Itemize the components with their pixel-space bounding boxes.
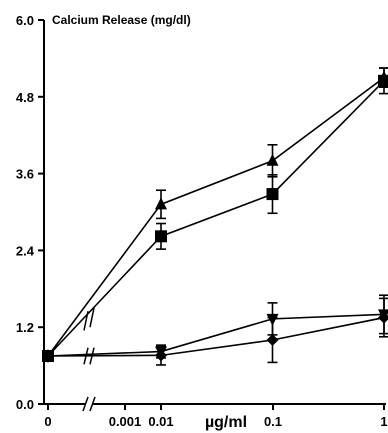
series-square: [42, 67, 388, 362]
line-break-mark: [83, 311, 89, 331]
y-tick-label: 2.4: [16, 243, 35, 258]
series-diamond: [42, 297, 388, 366]
x-ticks: 0 0.001 0.01 0.1 1: [44, 404, 388, 429]
square-marker: [266, 188, 279, 201]
diamond-marker: [155, 349, 167, 362]
series-line: [47, 80, 385, 357]
triangle-up-marker: [266, 153, 279, 166]
y-tick-label: 0.0: [16, 397, 34, 412]
line-break-mark: [89, 307, 95, 328]
x-tick-label: 0: [44, 414, 51, 429]
x-tick-label: 0.001: [109, 414, 142, 429]
square-marker: [155, 230, 167, 243]
series-layer: [42, 67, 388, 366]
triangle-up-marker: [155, 197, 167, 210]
x-axis-break-mark: [89, 396, 96, 412]
diamond-marker: [266, 334, 279, 346]
diamond-marker: [378, 311, 388, 324]
axes: [43, 20, 386, 412]
y-tick-label: 1.2: [16, 320, 34, 335]
line-break-mark: [83, 347, 89, 365]
x-axis-break-mark: [82, 396, 89, 412]
y-tick-label: 3.6: [16, 167, 34, 182]
series-triangle-down: [42, 294, 388, 363]
x-axis-label: µg/ml: [205, 414, 247, 431]
y-tick-label: 6.0: [16, 13, 34, 28]
line-break-marks: [83, 307, 95, 365]
series-line: [47, 76, 385, 357]
x-tick-label: 0.01: [148, 414, 173, 429]
x-tick-label: 0.1: [264, 414, 282, 429]
line-break-mark: [89, 347, 95, 365]
square-marker: [378, 74, 388, 87]
chart-title: Calcium Release (mg/dl): [52, 13, 191, 27]
series-line: [47, 316, 385, 357]
x-tick-label: 1: [380, 414, 387, 429]
series-line: [47, 313, 385, 357]
y-ticks: 0.0 1.2 2.4 3.6 4.8 6.0: [16, 13, 44, 412]
diamond-marker: [42, 350, 54, 362]
y-tick-label: 4.8: [16, 90, 34, 105]
